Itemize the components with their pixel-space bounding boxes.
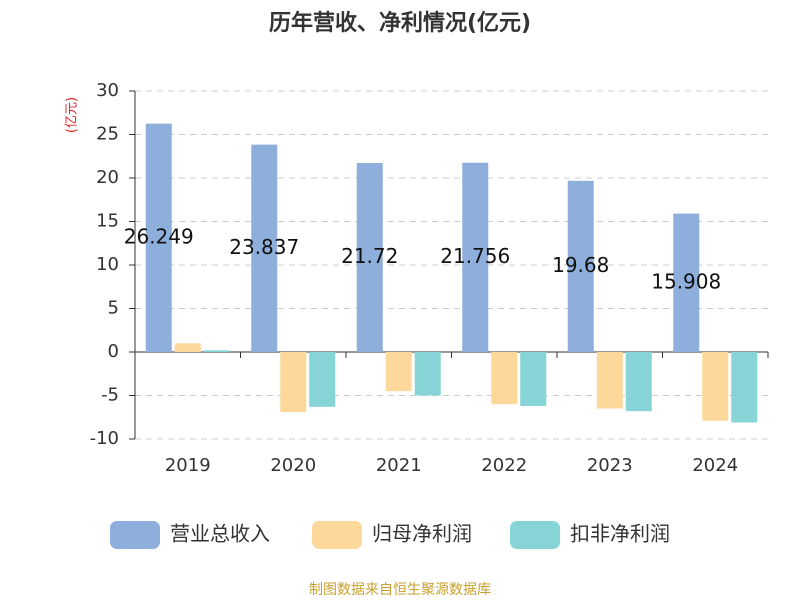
legend-swatch xyxy=(510,521,560,549)
x-tick-label: 2019 xyxy=(165,455,211,476)
value-label: 21.72 xyxy=(341,244,398,268)
x-tick-label: 2020 xyxy=(270,455,316,476)
legend-swatch xyxy=(312,521,362,549)
x-tick-label: 2024 xyxy=(692,455,738,476)
bar xyxy=(625,352,652,412)
bar xyxy=(309,352,336,407)
x-tick-label: 2022 xyxy=(481,455,527,476)
bar xyxy=(520,352,547,406)
y-tick-label: -10 xyxy=(90,428,119,449)
bar xyxy=(462,162,489,352)
bar xyxy=(174,343,201,352)
y-tick-label: 30 xyxy=(96,80,119,101)
bar xyxy=(280,352,307,413)
bar xyxy=(702,352,729,421)
value-label: 21.756 xyxy=(440,244,510,268)
bar xyxy=(567,180,594,352)
value-label: 15.908 xyxy=(651,269,721,293)
bar xyxy=(596,352,623,409)
y-tick-label: 20 xyxy=(96,167,119,188)
x-tick-label: 2021 xyxy=(376,455,422,476)
bar xyxy=(251,144,278,352)
bar xyxy=(414,352,441,396)
bar xyxy=(673,213,700,352)
value-label: 19.68 xyxy=(552,253,609,277)
y-tick-label: 5 xyxy=(108,298,119,319)
bar xyxy=(203,350,230,352)
source-note: 制图数据来自恒生聚源数据库 xyxy=(309,582,491,598)
bar xyxy=(145,123,172,352)
y-axis-label: (亿元) xyxy=(65,97,80,133)
bar xyxy=(491,352,518,405)
x-tick-label: 2023 xyxy=(587,455,633,476)
bar xyxy=(385,352,412,392)
legend-label: 扣非净利润 xyxy=(570,522,670,546)
value-label: 23.837 xyxy=(229,235,299,259)
chart-title: 历年营收、净利情况(亿元) xyxy=(269,10,531,36)
legend-label: 营业总收入 xyxy=(170,522,270,546)
legend-swatch xyxy=(110,521,160,549)
bar xyxy=(731,352,758,423)
y-tick-label: 25 xyxy=(96,124,119,145)
y-tick-label: 0 xyxy=(108,341,119,362)
y-tick-label: 15 xyxy=(96,211,119,232)
y-tick-label: -5 xyxy=(101,385,119,406)
bar xyxy=(356,163,383,352)
y-tick-label: 10 xyxy=(96,254,119,275)
legend-label: 归母净利润 xyxy=(372,522,472,546)
value-label: 26.249 xyxy=(124,224,194,248)
